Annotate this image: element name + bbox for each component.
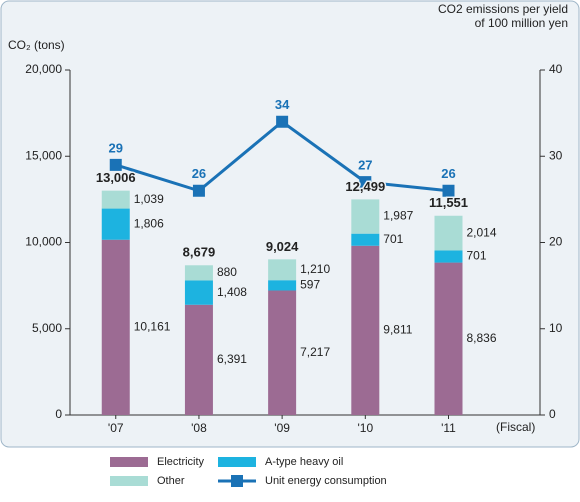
data-label: 1,408 xyxy=(217,285,247,299)
bar-segment xyxy=(184,304,213,415)
data-label: 2,014 xyxy=(466,225,496,239)
y2-tick-label: 40 xyxy=(549,62,563,76)
bar-segment xyxy=(351,199,380,234)
line-marker xyxy=(276,115,289,128)
total-label: 12,499 xyxy=(345,179,385,194)
line-value-label: 26 xyxy=(441,166,455,181)
bar-segment xyxy=(268,259,297,281)
y-tick-label: 15,000 xyxy=(25,148,62,162)
x-tick-label: '09 xyxy=(274,421,290,435)
bar-segment xyxy=(184,280,213,305)
data-label: 9,811 xyxy=(383,323,412,337)
bar-segment xyxy=(101,239,130,415)
data-label: 1,039 xyxy=(134,192,164,206)
bar-segment xyxy=(434,215,463,251)
bar-segment xyxy=(351,245,380,415)
data-label: 701 xyxy=(466,249,486,263)
y-tick-label: 10,000 xyxy=(25,235,62,249)
bar-segment xyxy=(184,265,213,281)
bar-segment xyxy=(434,250,463,263)
legend-swatch xyxy=(218,457,256,467)
bar-segment xyxy=(434,262,463,415)
total-label: 13,006 xyxy=(96,170,136,185)
legend-label: Unit energy consumption xyxy=(265,475,387,487)
data-label: 7,217 xyxy=(300,345,330,359)
line-value-label: 34 xyxy=(275,97,290,112)
data-label: 1,806 xyxy=(134,216,164,230)
y2-tick-label: 0 xyxy=(549,407,556,421)
line-marker xyxy=(442,184,455,197)
y2-tick-label: 30 xyxy=(549,148,563,162)
y2-axis-title: CO2 emissions per yield xyxy=(438,2,568,16)
data-label: 880 xyxy=(217,265,237,279)
legend-marker xyxy=(231,475,243,487)
line-value-label: 29 xyxy=(109,140,123,155)
y2-tick-label: 10 xyxy=(549,321,563,335)
total-label: 9,024 xyxy=(266,239,299,254)
data-label: 597 xyxy=(300,278,320,292)
y-tick-label: 0 xyxy=(55,407,62,421)
total-label: 11,551 xyxy=(429,195,468,210)
bar-segment xyxy=(101,208,130,240)
legend-label: Electricity xyxy=(157,456,205,468)
legend-swatch xyxy=(110,476,148,486)
x-tick-label: '11 xyxy=(441,421,456,435)
y-tick-label: 5,000 xyxy=(32,321,62,335)
x-tick-label: '07 xyxy=(108,421,124,435)
legend-label: Other xyxy=(157,475,185,487)
line-marker xyxy=(192,184,205,197)
x-tick-label: '10 xyxy=(357,421,373,435)
line-value-label: 27 xyxy=(358,158,372,173)
bar-segment xyxy=(268,290,297,415)
data-label: 8,836 xyxy=(466,331,496,345)
line-marker xyxy=(359,176,372,189)
x-axis-title: (Fiscal) xyxy=(496,420,535,434)
y-tick-label: 20,000 xyxy=(25,62,62,76)
total-label: 8,679 xyxy=(183,245,216,260)
legend-label: A-type heavy oil xyxy=(265,456,343,468)
y2-tick-label: 20 xyxy=(549,235,563,249)
x-tick-label: '08 xyxy=(191,421,207,435)
data-label: 1,987 xyxy=(383,209,413,223)
legend-swatch xyxy=(110,457,148,467)
data-label: 701 xyxy=(383,232,403,246)
y-axis-title: CO₂ (tons) xyxy=(8,38,65,52)
bar-segment xyxy=(268,280,297,291)
data-label: 6,391 xyxy=(217,352,247,366)
line-value-label: 26 xyxy=(192,166,206,181)
data-label: 10,161 xyxy=(134,320,171,334)
bar-segment xyxy=(101,190,130,209)
bar-segment xyxy=(351,233,380,246)
y2-axis-title: of 100 million yen xyxy=(475,16,568,30)
line-marker xyxy=(109,158,122,171)
data-label: 1,210 xyxy=(300,262,330,276)
